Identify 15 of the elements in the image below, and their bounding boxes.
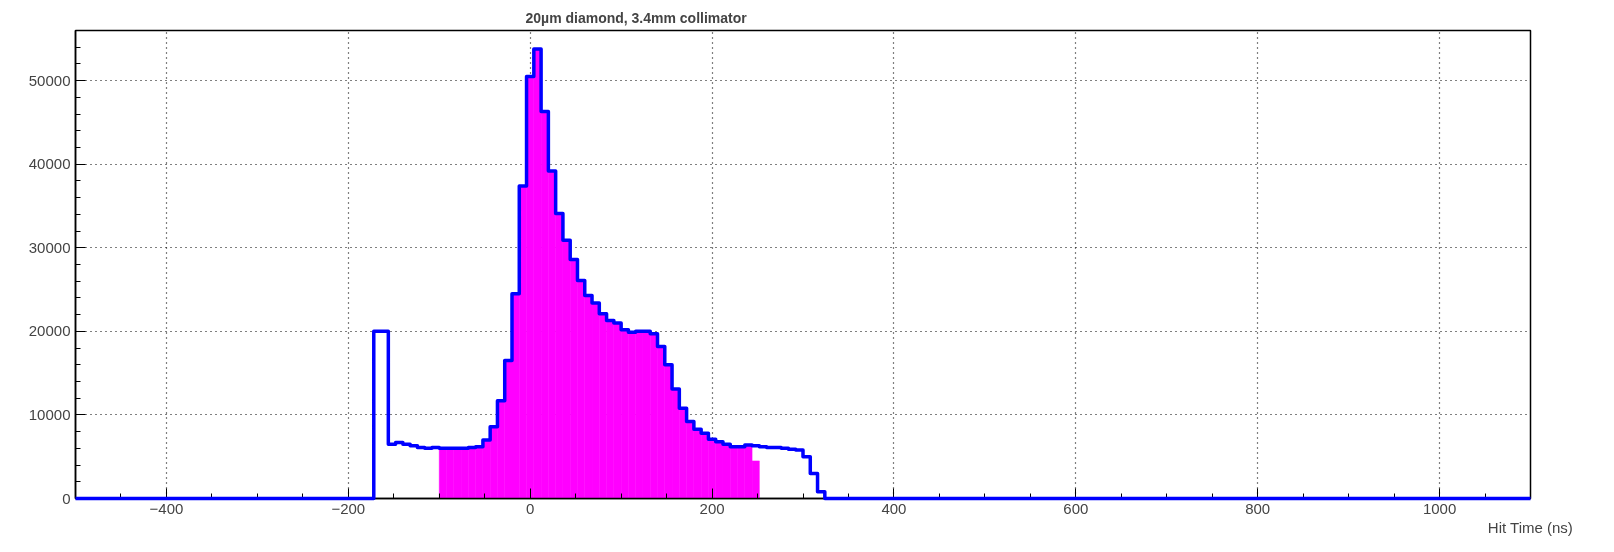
x-tick-label: 0 <box>526 499 535 517</box>
y-tick-label: 30000 <box>28 238 71 256</box>
y-tick-label: 50000 <box>28 71 71 89</box>
y-tick-label: 10000 <box>28 405 71 423</box>
y-tick-label: 40000 <box>28 155 71 173</box>
x-tick-label: 600 <box>1063 499 1089 517</box>
x-tick-label: −400 <box>149 499 184 517</box>
x-tick-label: −200 <box>331 499 366 517</box>
x-tick-label: 200 <box>699 499 725 517</box>
x-tick-label: 800 <box>1245 499 1271 517</box>
x-tick-label: 1000 <box>1422 499 1457 517</box>
x-tick-label: 400 <box>881 499 907 517</box>
x-axis-title: Hit Time (ns) <box>1487 518 1573 536</box>
y-tick-label: 20000 <box>28 322 71 340</box>
chart-title: 20µm diamond, 3.4mm collimator <box>525 9 748 26</box>
